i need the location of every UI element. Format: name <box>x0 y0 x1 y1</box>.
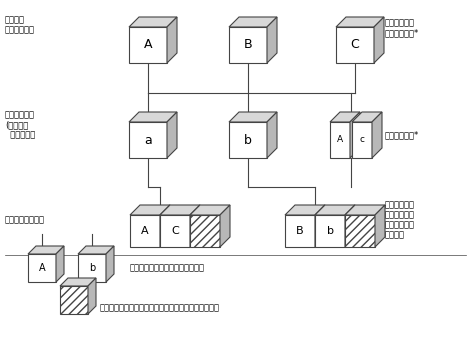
Polygon shape <box>160 205 200 215</box>
Text: c: c <box>359 135 365 145</box>
Text: 安全指导职能*: 安全指导职能* <box>385 28 419 37</box>
Polygon shape <box>88 278 96 314</box>
Bar <box>160 215 190 247</box>
Polygon shape <box>285 205 325 215</box>
Polygon shape <box>374 17 384 63</box>
Text: 引用安全基础标准或安全专项标准: 引用安全基础标准或安全专项标准 <box>130 264 205 272</box>
Text: b: b <box>326 226 333 236</box>
Text: A: A <box>141 226 149 236</box>
Bar <box>352 122 372 158</box>
Polygon shape <box>352 112 382 122</box>
Bar <box>345 215 375 247</box>
Polygon shape <box>130 205 170 215</box>
Bar <box>229 122 267 158</box>
Text: A: A <box>144 39 152 51</box>
Polygon shape <box>129 112 177 122</box>
Polygon shape <box>56 246 64 282</box>
Text: 技术委员会或: 技术委员会或 <box>385 200 415 209</box>
Bar <box>330 122 350 158</box>
Bar <box>336 27 374 63</box>
Text: b: b <box>244 133 252 147</box>
Text: 及的范围: 及的范围 <box>385 230 405 239</box>
Text: 具体产品安全标准: 具体产品安全标准 <box>5 215 45 224</box>
Bar <box>345 215 375 247</box>
Text: b: b <box>89 263 95 273</box>
Bar <box>129 27 167 63</box>
Bar <box>129 122 167 158</box>
Text: A: A <box>39 263 45 273</box>
Polygon shape <box>345 205 385 215</box>
Polygon shape <box>229 112 277 122</box>
Bar <box>60 286 88 314</box>
Text: C: C <box>350 39 359 51</box>
Text: A: A <box>337 135 343 145</box>
Polygon shape <box>267 17 277 63</box>
Bar <box>190 215 220 247</box>
Bar <box>315 215 345 247</box>
Text: a: a <box>144 133 152 147</box>
Text: B: B <box>244 39 252 51</box>
Polygon shape <box>129 17 177 27</box>
Polygon shape <box>78 246 114 254</box>
Polygon shape <box>315 205 355 215</box>
Text: 的名称或所涉: 的名称或所涉 <box>385 220 415 229</box>
Bar <box>190 215 220 247</box>
Bar <box>229 27 267 63</box>
Text: 专项产品）: 专项产品） <box>5 130 35 139</box>
Text: 由有关技术委员会或分技术委员会独立制定的安全要求: 由有关技术委员会或分技术委员会独立制定的安全要求 <box>100 303 220 312</box>
Bar <box>78 254 106 282</box>
Polygon shape <box>190 205 200 247</box>
Polygon shape <box>167 17 177 63</box>
Polygon shape <box>106 246 114 282</box>
Polygon shape <box>160 205 170 247</box>
Polygon shape <box>28 246 64 254</box>
Polygon shape <box>167 112 177 158</box>
Text: 专项安全标准: 专项安全标准 <box>5 110 35 119</box>
Polygon shape <box>336 17 384 27</box>
Text: B: B <box>296 226 304 236</box>
Text: C: C <box>171 226 179 236</box>
Text: 分技术委员会: 分技术委员会 <box>385 210 415 219</box>
Bar <box>28 254 56 282</box>
Polygon shape <box>60 278 96 286</box>
Polygon shape <box>350 112 360 158</box>
Polygon shape <box>190 205 230 215</box>
Polygon shape <box>375 205 385 247</box>
Polygon shape <box>345 205 355 247</box>
Bar <box>130 215 160 247</box>
Text: 标准层次: 标准层次 <box>5 15 25 24</box>
Text: 制定标准依据: 制定标准依据 <box>385 18 415 27</box>
Polygon shape <box>315 205 325 247</box>
Polygon shape <box>229 17 277 27</box>
Bar <box>285 215 315 247</box>
Polygon shape <box>267 112 277 158</box>
Text: 安全专项职能*: 安全专项职能* <box>385 130 419 139</box>
Polygon shape <box>330 112 360 122</box>
Text: 基础安全标准: 基础安全标准 <box>5 25 35 34</box>
Text: (指元件或: (指元件或 <box>5 120 28 129</box>
Polygon shape <box>372 112 382 158</box>
Bar <box>60 286 88 314</box>
Polygon shape <box>220 205 230 247</box>
